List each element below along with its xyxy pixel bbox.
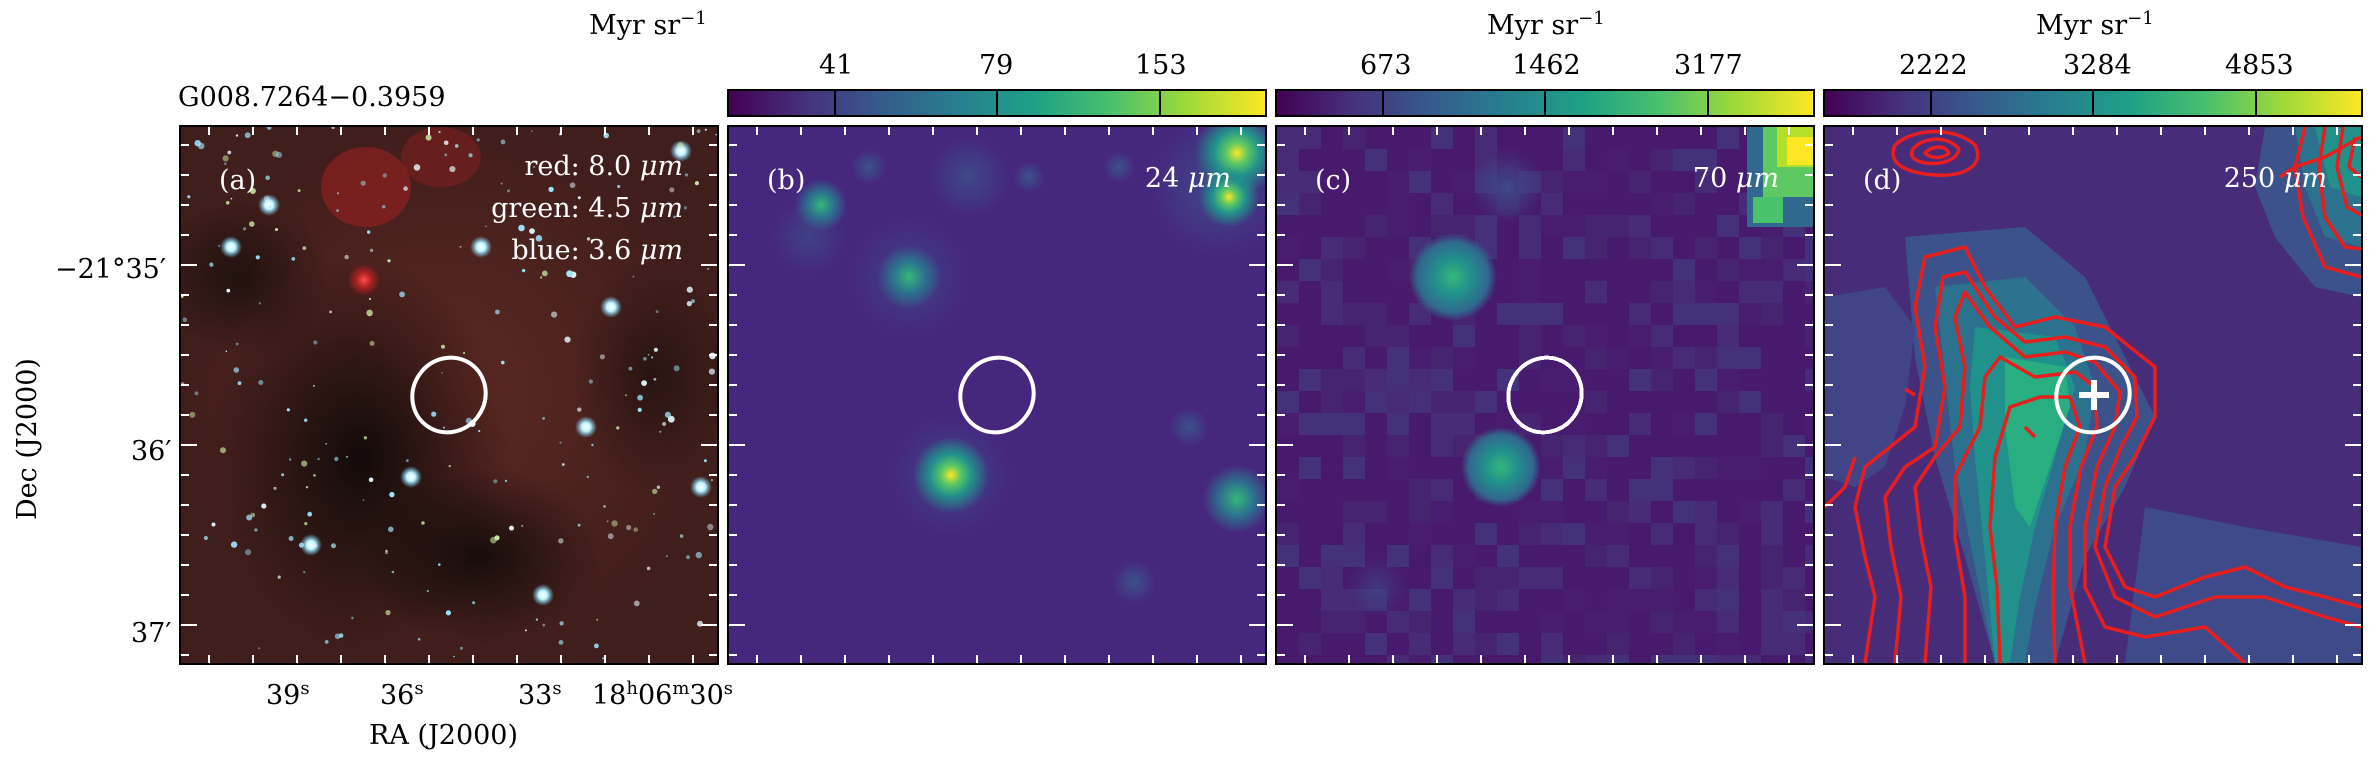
panel-d-label: (d) <box>1863 165 1902 196</box>
y-axis-label: Dec (J2000) <box>12 358 43 520</box>
source-name: G008.7264−0.3959 <box>178 82 446 113</box>
clump-ellipse <box>2054 355 2132 435</box>
panel-d-band: 250 μm <box>2223 163 2327 194</box>
x-tick-39s: 39s <box>266 678 310 711</box>
colorbar-d-title: Myr sr−1 <box>2036 8 2154 41</box>
panel-a-rgb-image: (a) red: 8.0 μm green: 4.5 μm blue: 3.6 … <box>179 125 719 665</box>
x-tick-36s: 36s <box>380 678 424 711</box>
colorbar-c-tick-2: 1462 <box>1512 50 1581 81</box>
colorbar-c-tick-1: 673 <box>1360 50 1412 81</box>
colorbar-d-tick-2: 3284 <box>2063 50 2132 81</box>
panel-a-band-red: red: 8.0 μm <box>524 151 683 182</box>
x-tick-30s: 18h06m30s <box>592 678 733 711</box>
peak-cross-marker <box>2079 380 2109 410</box>
panel-b-24um-image: (b) 24 μm <box>727 125 1267 665</box>
panel-a-band-blue: blue: 3.6 μm <box>511 235 683 266</box>
contour-lines <box>1825 127 2361 663</box>
clump-ellipse <box>958 355 1036 435</box>
colorbar-d-tick-3: 4853 <box>2225 50 2294 81</box>
panel-b-band: 24 μm <box>1144 163 1231 194</box>
panel-d-250um-image: (d) 250 μm <box>1823 125 2363 665</box>
panel-c-label: (c) <box>1315 165 1352 196</box>
panel-b-label: (b) <box>767 165 806 196</box>
star-field <box>181 127 717 660</box>
colorbar-b-tick-2: 79 <box>979 50 1014 81</box>
colorbar-c-title: Myr sr−1 <box>1487 8 1605 41</box>
colorbar-b-tick-1: 41 <box>819 50 854 81</box>
colorbar-b-gradient <box>727 89 1267 117</box>
panel-a-label: (a) <box>219 165 257 196</box>
colorbar-b-title: Myr sr−1 <box>589 8 707 41</box>
panel-a-band-green: green: 4.5 μm <box>491 193 683 224</box>
panel-c-band: 70 μm <box>1692 163 1779 194</box>
y-tick-35: −21°35′ <box>55 254 166 285</box>
y-tick-36: 36′ <box>131 436 172 467</box>
colorbar-d-gradient <box>1823 89 2363 117</box>
colorbar-c-tick-3: 3177 <box>1674 50 1743 81</box>
colorbar-d-tick-1: 2222 <box>1899 50 1968 81</box>
colorbar-b-tick-3: 153 <box>1135 50 1187 81</box>
colorbar-c-gradient <box>1275 89 1815 117</box>
panel-c-70um-image: (c) 70 μm <box>1275 125 1815 665</box>
x-tick-33s: 33s <box>518 678 562 711</box>
x-axis-label: RA (J2000) <box>369 720 519 751</box>
clump-ellipse <box>410 355 488 435</box>
clump-ellipse <box>1506 355 1584 435</box>
y-tick-37: 37′ <box>131 618 172 649</box>
